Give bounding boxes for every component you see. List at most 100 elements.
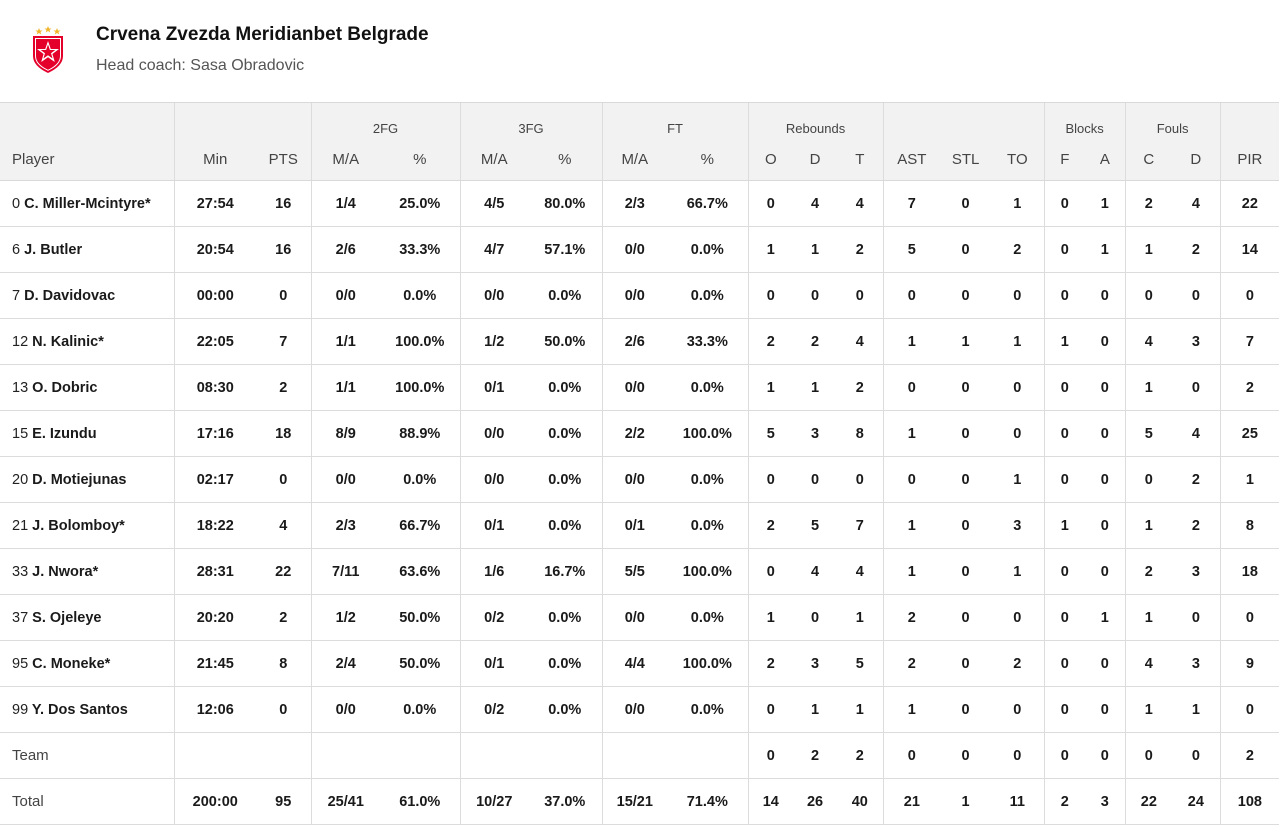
player-row[interactable]: 7 D. Davidovac 00:00 0 0/0 0.0% 0/0 0.0% 0/0 0.0…: [0, 272, 1279, 319]
col-pts[interactable]: PTS: [256, 138, 311, 181]
player-cell[interactable]: 99 Y. Dos Santos: [0, 686, 174, 733]
player-name[interactable]: J. Bolomboy*: [32, 517, 125, 534]
col-player[interactable]: Player: [0, 138, 174, 181]
col-foul-c[interactable]: C: [1124, 138, 1173, 181]
cell-reb-t: 4: [837, 548, 884, 595]
cell-ft-pct: [667, 732, 749, 779]
player-row[interactable]: 0 C. Miller-Mcintyre* 27:54 16 1/4 25.0% 4/5 8…: [0, 180, 1279, 227]
cell-2fg-pct: 100.0%: [380, 318, 461, 365]
player-cell[interactable]: 13 O. Dobric: [0, 364, 174, 411]
cell-pir: 18: [1219, 548, 1279, 595]
player-cell[interactable]: 21 J. Bolomboy*: [0, 502, 174, 549]
player-name[interactable]: D. Motiejunas: [32, 471, 127, 488]
col-foul-d[interactable]: D: [1172, 138, 1221, 181]
cell-2fg-pct: 61.0%: [380, 778, 461, 825]
player-name[interactable]: S. Ojeleye: [32, 609, 102, 626]
cell-to: 11: [991, 778, 1045, 825]
team-header: Crvena Zvezda Meridianbet Belgrade Head …: [0, 0, 1279, 102]
player-row[interactable]: 12 N. Kalinic* 22:05 7 1/1 100.0% 1/2 50.0% 2/6…: [0, 318, 1279, 365]
player-number: 15: [12, 425, 29, 442]
cell-reb-d: 4: [793, 180, 838, 227]
col-ast[interactable]: AST: [882, 138, 941, 181]
cell-min: 20:54: [173, 226, 256, 273]
player-name[interactable]: J. Butler: [24, 241, 83, 258]
player-name[interactable]: D. Davidovac: [24, 287, 116, 304]
col-to[interactable]: TO: [991, 138, 1045, 181]
cell-stl: 0: [940, 686, 992, 733]
col-ft-pct[interactable]: %: [667, 138, 749, 181]
cell-reb-o: 2: [747, 318, 794, 365]
player-cell[interactable]: 15 E. Izundu: [0, 410, 174, 457]
cell-foul-d: 3: [1172, 318, 1221, 365]
cell-pir: 0: [1219, 272, 1279, 319]
player-cell[interactable]: 12 N. Kalinic*: [0, 318, 174, 365]
player-name[interactable]: Y. Dos Santos: [31, 701, 128, 718]
team-logo: [33, 26, 63, 73]
col-reb-t[interactable]: T: [837, 138, 884, 181]
col-stl[interactable]: STL: [940, 138, 992, 181]
player-cell[interactable]: 95 C. Moneke*: [0, 640, 174, 687]
cell-reb-t: 8: [837, 410, 884, 457]
col-blk-a[interactable]: A: [1085, 138, 1126, 181]
cell-stl: 0: [940, 364, 992, 411]
cell-foul-d: 4: [1172, 410, 1221, 457]
cell-stl: 0: [940, 732, 992, 779]
player-row[interactable]: 33 J. Nwora* 28:31 22 7/11 63.6% 1/6 16.7% 5/5 1…: [0, 548, 1279, 595]
player-name[interactable]: O. Dobric: [32, 379, 98, 396]
player-cell[interactable]: 7 D. Davidovac: [0, 272, 174, 319]
cell-min: 200:00: [173, 778, 256, 825]
cell-2fg-pct: 0.0%: [380, 456, 461, 503]
cell-pts: 2: [256, 594, 311, 641]
total-row-label: Total: [0, 778, 174, 825]
cell-pir: 14: [1219, 226, 1279, 273]
player-number: 0: [12, 195, 21, 212]
cell-reb-t: 1: [837, 594, 884, 641]
col-3fg-pct[interactable]: %: [528, 138, 603, 181]
cell-2fg-ma: 0/0: [310, 456, 380, 503]
player-number: 99: [12, 701, 29, 718]
player-cell[interactable]: 37 S. Ojeleye: [0, 594, 174, 641]
col-pir[interactable]: PIR: [1219, 138, 1279, 181]
col-2fg-pct[interactable]: %: [380, 138, 461, 181]
player-name[interactable]: N. Kalinic*: [32, 333, 104, 350]
col-reb-o[interactable]: O: [747, 138, 794, 181]
cell-2fg-ma: 25/41: [310, 778, 380, 825]
player-name[interactable]: C. Miller-Mcintyre*: [24, 195, 151, 212]
cell-blk-f: 0: [1043, 640, 1086, 687]
player-row[interactable]: 15 E. Izundu 17:16 18 8/9 88.9% 0/0 0.0% 2/2 100…: [0, 410, 1279, 457]
cell-reb-d: 0: [793, 456, 838, 503]
col-reb-d[interactable]: D: [793, 138, 838, 181]
player-cell[interactable]: 33 J. Nwora*: [0, 548, 174, 595]
cell-2fg-ma: 2/6: [310, 226, 380, 273]
cell-ast: 21: [882, 778, 941, 825]
player-cell[interactable]: 0 C. Miller-Mcintyre*: [0, 180, 174, 227]
player-name[interactable]: C. Moneke*: [32, 655, 111, 672]
player-row[interactable]: 6 J. Butler 20:54 16 2/6 33.3% 4/7 57.1% 0/0 0.0…: [0, 226, 1279, 273]
player-row[interactable]: 21 J. Bolomboy* 18:22 4 2/3 66.7% 0/1 0.0% 0/1 0…: [0, 502, 1279, 549]
col-blk-f[interactable]: F: [1043, 138, 1086, 181]
col-2fg-ma[interactable]: M/A: [310, 138, 380, 181]
col-3fg-ma[interactable]: M/A: [459, 138, 529, 181]
player-name[interactable]: E. Izundu: [32, 425, 97, 442]
cell-foul-c: 2: [1124, 548, 1173, 595]
player-row[interactable]: 37 S. Ojeleye 20:20 2 1/2 50.0% 0/2 0.0% 0/0 0.0…: [0, 594, 1279, 641]
cell-reb-o: 0: [747, 456, 794, 503]
cell-ft-pct: 0.0%: [667, 502, 749, 549]
player-row[interactable]: 99 Y. Dos Santos 12:06 0 0/0 0.0% 0/2 0.0% 0/0 0…: [0, 686, 1279, 733]
group-rebounds: Rebounds: [747, 102, 884, 138]
cell-blk-a: 0: [1085, 410, 1126, 457]
cell-2fg-pct: 50.0%: [380, 640, 461, 687]
col-min[interactable]: Min: [173, 138, 256, 181]
player-cell[interactable]: 20 D. Motiejunas: [0, 456, 174, 503]
cell-reb-d: 2: [793, 318, 838, 365]
player-row[interactable]: 95 C. Moneke* 21:45 8 2/4 50.0% 0/1 0.0% 4/4 100…: [0, 640, 1279, 687]
logo-star-left: [35, 28, 43, 35]
cell-ft-pct: 0.0%: [667, 686, 749, 733]
col-ft-ma[interactable]: M/A: [601, 138, 668, 181]
cell-ast: 0: [882, 272, 941, 319]
player-row[interactable]: 13 O. Dobric 08:30 2 1/1 100.0% 0/1 0.0% 0/0 0.0…: [0, 364, 1279, 411]
player-cell[interactable]: 6 J. Butler: [0, 226, 174, 273]
player-row[interactable]: 20 D. Motiejunas 02:17 0 0/0 0.0% 0/0 0.0% 0/0 0…: [0, 456, 1279, 503]
cell-pts: 0: [256, 272, 311, 319]
player-name[interactable]: J. Nwora*: [32, 563, 99, 580]
